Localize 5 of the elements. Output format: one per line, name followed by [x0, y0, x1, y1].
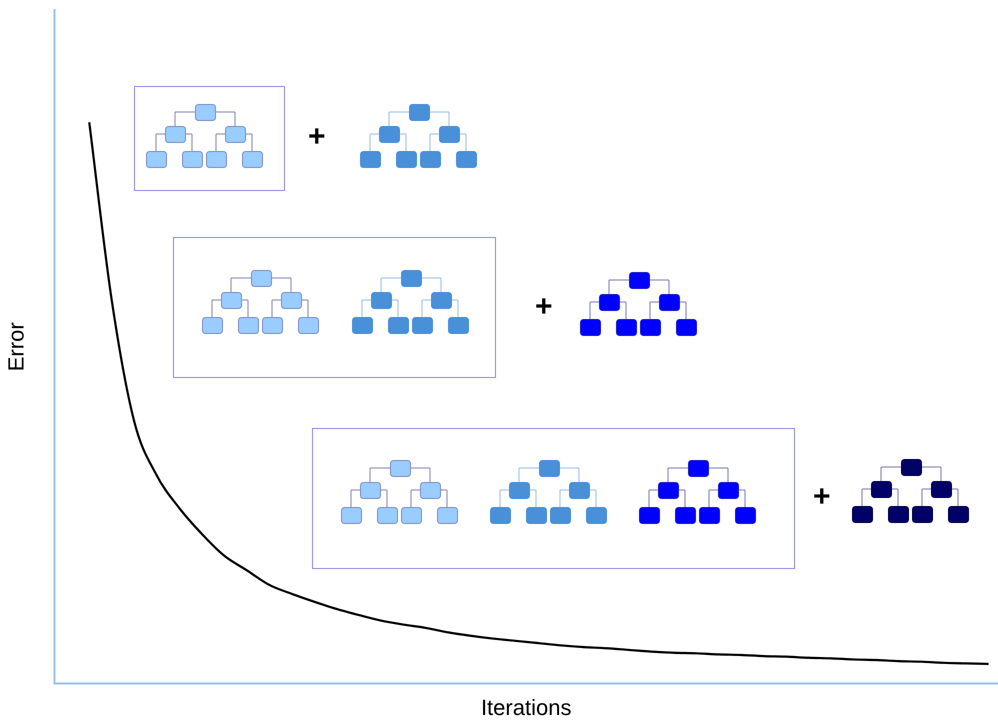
annotation: +	[308, 120, 326, 153]
x-axis-title: Iterations	[480, 694, 572, 720]
annotation: +	[813, 480, 831, 513]
y-axis-title: Error	[3, 322, 28, 372]
annotation: +	[535, 290, 553, 323]
